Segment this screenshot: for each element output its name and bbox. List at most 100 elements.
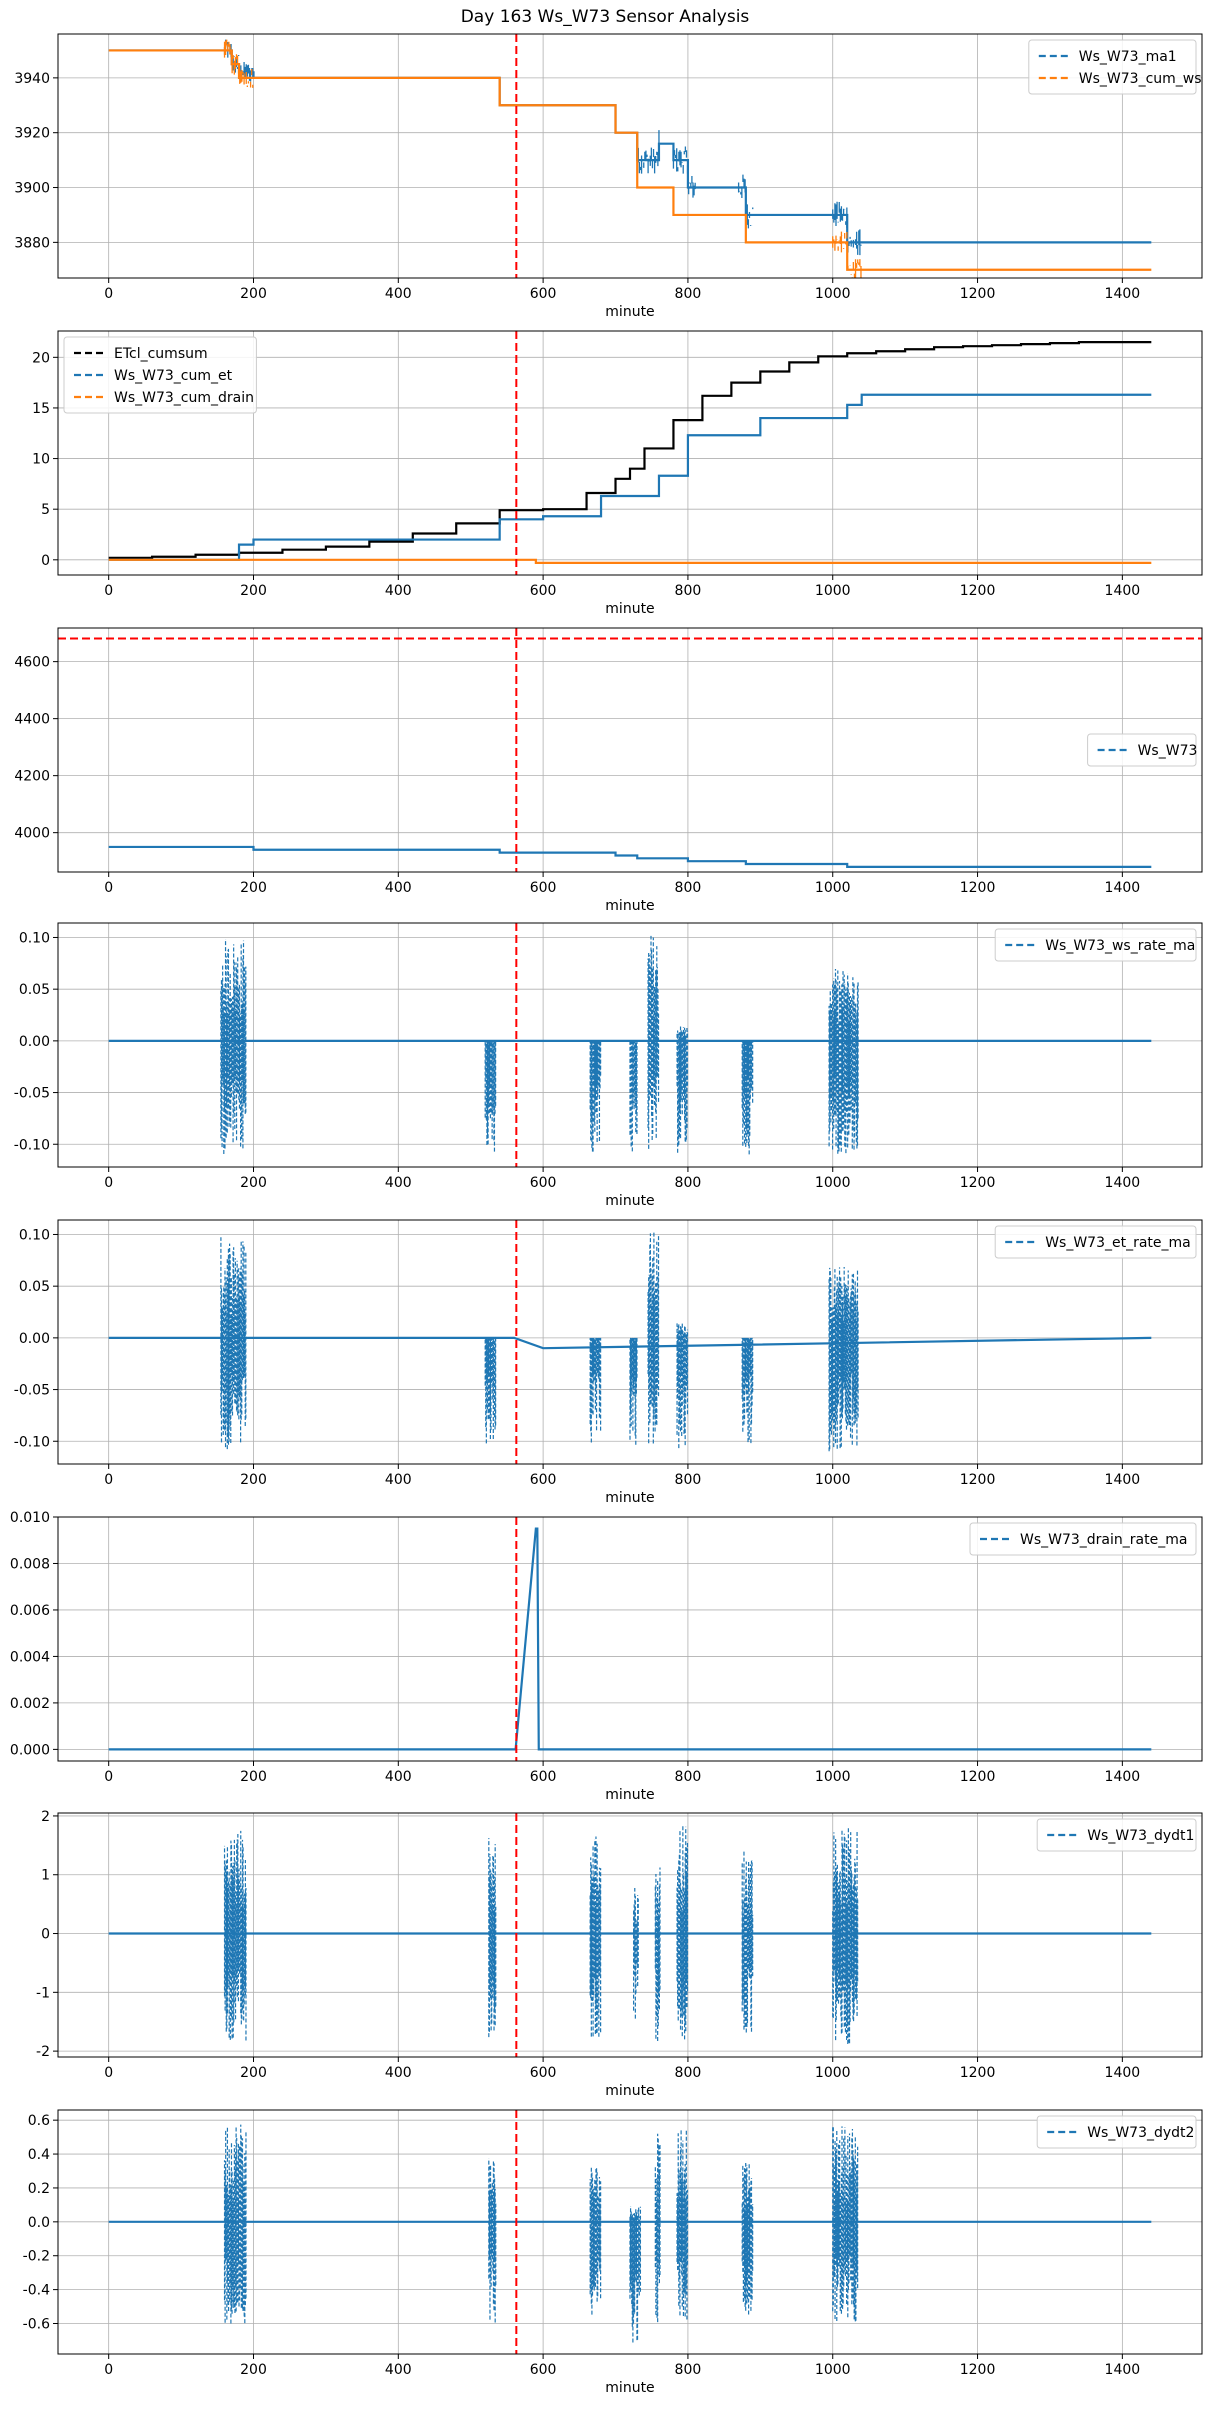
legend: Ws_W73_dydt2	[1036, 2115, 1197, 2149]
plot-area	[108, 331, 1152, 575]
y-tick-label: -0.10	[14, 1137, 50, 1153]
y-tick-label: 4000	[14, 826, 50, 842]
x-tick-label: 800	[675, 1175, 702, 1191]
axes-frame	[57, 33, 1203, 279]
x-tick-label: 1400	[1105, 880, 1141, 896]
series-burst	[654, 1867, 661, 2041]
y-tick-label: -0.05	[14, 1383, 50, 1399]
x-tick-label: 800	[675, 2065, 702, 2081]
x-tick-label: 600	[530, 1769, 557, 1785]
y-tick-label: 0.008	[10, 1556, 50, 1572]
series-burst	[741, 1851, 754, 2033]
y-tick-label: 0.000	[10, 1742, 50, 1758]
x-tick-label: 0	[104, 2362, 113, 2378]
x-tick-label: 0	[104, 880, 113, 896]
axes-frame	[57, 330, 1203, 576]
x-tick-label: 600	[530, 2362, 557, 2378]
y-tick-label: 0.0	[28, 2215, 50, 2231]
y-tick-label: 0.6	[28, 2113, 50, 2129]
chart-panel-1: 0 200 400 600 800 1000 1200 1400 3880 3900 3920 394…	[14, 33, 1203, 320]
series-burst	[832, 2126, 859, 2322]
plot-area	[108, 1220, 1152, 1464]
y-tick-label: -0.05	[14, 1086, 50, 1102]
series-line	[108, 845, 1152, 868]
series-burst	[676, 1323, 689, 1449]
legend-label: Ws_W73_cum_et	[114, 368, 233, 384]
y-tick-label: 3880	[14, 235, 50, 251]
x-axis-label: minute	[605, 1193, 654, 1209]
legend-label: Ws_W73_ma1	[1079, 49, 1177, 65]
x-tick-label: 1400	[1105, 2362, 1141, 2378]
legend: Ws_W73_ma1 Ws_W73_cum_ws	[1028, 39, 1202, 95]
series-burst	[828, 969, 859, 1154]
x-tick-label: 400	[385, 880, 412, 896]
y-tick-label: -0.10	[14, 1434, 50, 1450]
legend-label: Ws_W73_cum_drain	[114, 390, 254, 406]
series-burst	[220, 1237, 247, 1450]
y-tick-label: 4200	[14, 769, 50, 785]
series-line	[108, 49, 1152, 244]
y-tick-label: 0.10	[19, 1227, 50, 1243]
x-tick-label: 0	[104, 1769, 113, 1785]
x-tick-label: 1200	[960, 2362, 996, 2378]
y-tick-label: 4400	[14, 712, 50, 728]
series-burst	[484, 1040, 497, 1152]
legend-box	[1036, 2115, 1197, 2149]
y-tick-label: 0.05	[19, 982, 50, 998]
legend: Ws_W73_et_rate_ma	[994, 1225, 1197, 1259]
series-burst	[647, 1231, 660, 1444]
legend: Ws_W73_ws_rate_ma	[994, 928, 1197, 962]
x-tick-label: 1000	[815, 2065, 851, 2081]
x-tick-label: 1400	[1105, 286, 1141, 302]
x-tick-label: 1400	[1105, 1769, 1141, 1785]
y-tick-label: 0.004	[10, 1649, 50, 1665]
chart-panel-3: 0 200 400 600 800 1000 1200 1400 4000 4200 4400 460…	[14, 627, 1203, 914]
series-burst	[488, 2158, 497, 2323]
legend-box	[994, 1225, 1197, 1259]
chart-panel-5: 0 200 400 600 800 1000 1200 1400 -0.10 -0.05 0.00 0…	[14, 1219, 1203, 1506]
x-tick-label: 400	[385, 2362, 412, 2378]
series-burst	[828, 1267, 859, 1452]
chart-panel-8: 0 200 400 600 800 1000 1200 1400 -0.6 -0.4 -0.2 0.0…	[23, 2109, 1203, 2396]
legend-label: Ws_W73	[1138, 743, 1198, 759]
x-tick-label: 0	[104, 583, 113, 599]
y-tick-label: 0.2	[28, 2181, 50, 2197]
x-axis-label: minute	[605, 304, 654, 320]
y-tick-label: -0.2	[23, 2249, 50, 2265]
legend-box	[1036, 1818, 1197, 1852]
y-tick-label: 0.10	[19, 930, 50, 946]
x-tick-label: 600	[530, 583, 557, 599]
x-tick-label: 1000	[815, 1472, 851, 1488]
legend-box	[994, 928, 1197, 962]
y-tick-label: 10	[32, 452, 50, 468]
series-burst	[589, 1836, 602, 2037]
legend: Ws_W73_drain_rate_ma	[969, 1522, 1197, 1556]
legend: Ws_W73_dydt1	[1036, 1818, 1197, 1852]
series-noise	[672, 146, 696, 198]
x-tick-label: 200	[240, 1472, 267, 1488]
legend-label: Ws_W73_dydt1	[1087, 1828, 1194, 1844]
plot-area	[108, 1517, 1152, 1761]
x-tick-label: 600	[530, 286, 557, 302]
x-tick-label: 400	[385, 1472, 412, 1488]
plot-area	[108, 2110, 1152, 2354]
series-burst	[223, 2124, 247, 2324]
series-burst	[589, 1337, 602, 1443]
x-tick-label: 1000	[815, 2362, 851, 2378]
axes-frame	[57, 1516, 1203, 1762]
y-tick-label: 0	[41, 1927, 50, 1943]
legend-label: Ws_W73_dydt2	[1087, 2125, 1194, 2141]
series-burst	[741, 1337, 754, 1444]
y-tick-label: 0	[41, 553, 50, 569]
x-tick-label: 0	[104, 286, 113, 302]
series-burst	[676, 1026, 689, 1153]
x-tick-label: 800	[675, 1769, 702, 1785]
x-tick-label: 200	[240, 1175, 267, 1191]
plot-area	[58, 628, 1202, 872]
x-tick-label: 1400	[1105, 2065, 1141, 2081]
series-burst	[629, 1337, 638, 1445]
x-tick-label: 0	[104, 1175, 113, 1191]
x-tick-label: 600	[530, 1175, 557, 1191]
legend-label: Ws_W73_et_rate_ma	[1045, 1235, 1191, 1251]
y-tick-label: 0.010	[10, 1510, 50, 1526]
